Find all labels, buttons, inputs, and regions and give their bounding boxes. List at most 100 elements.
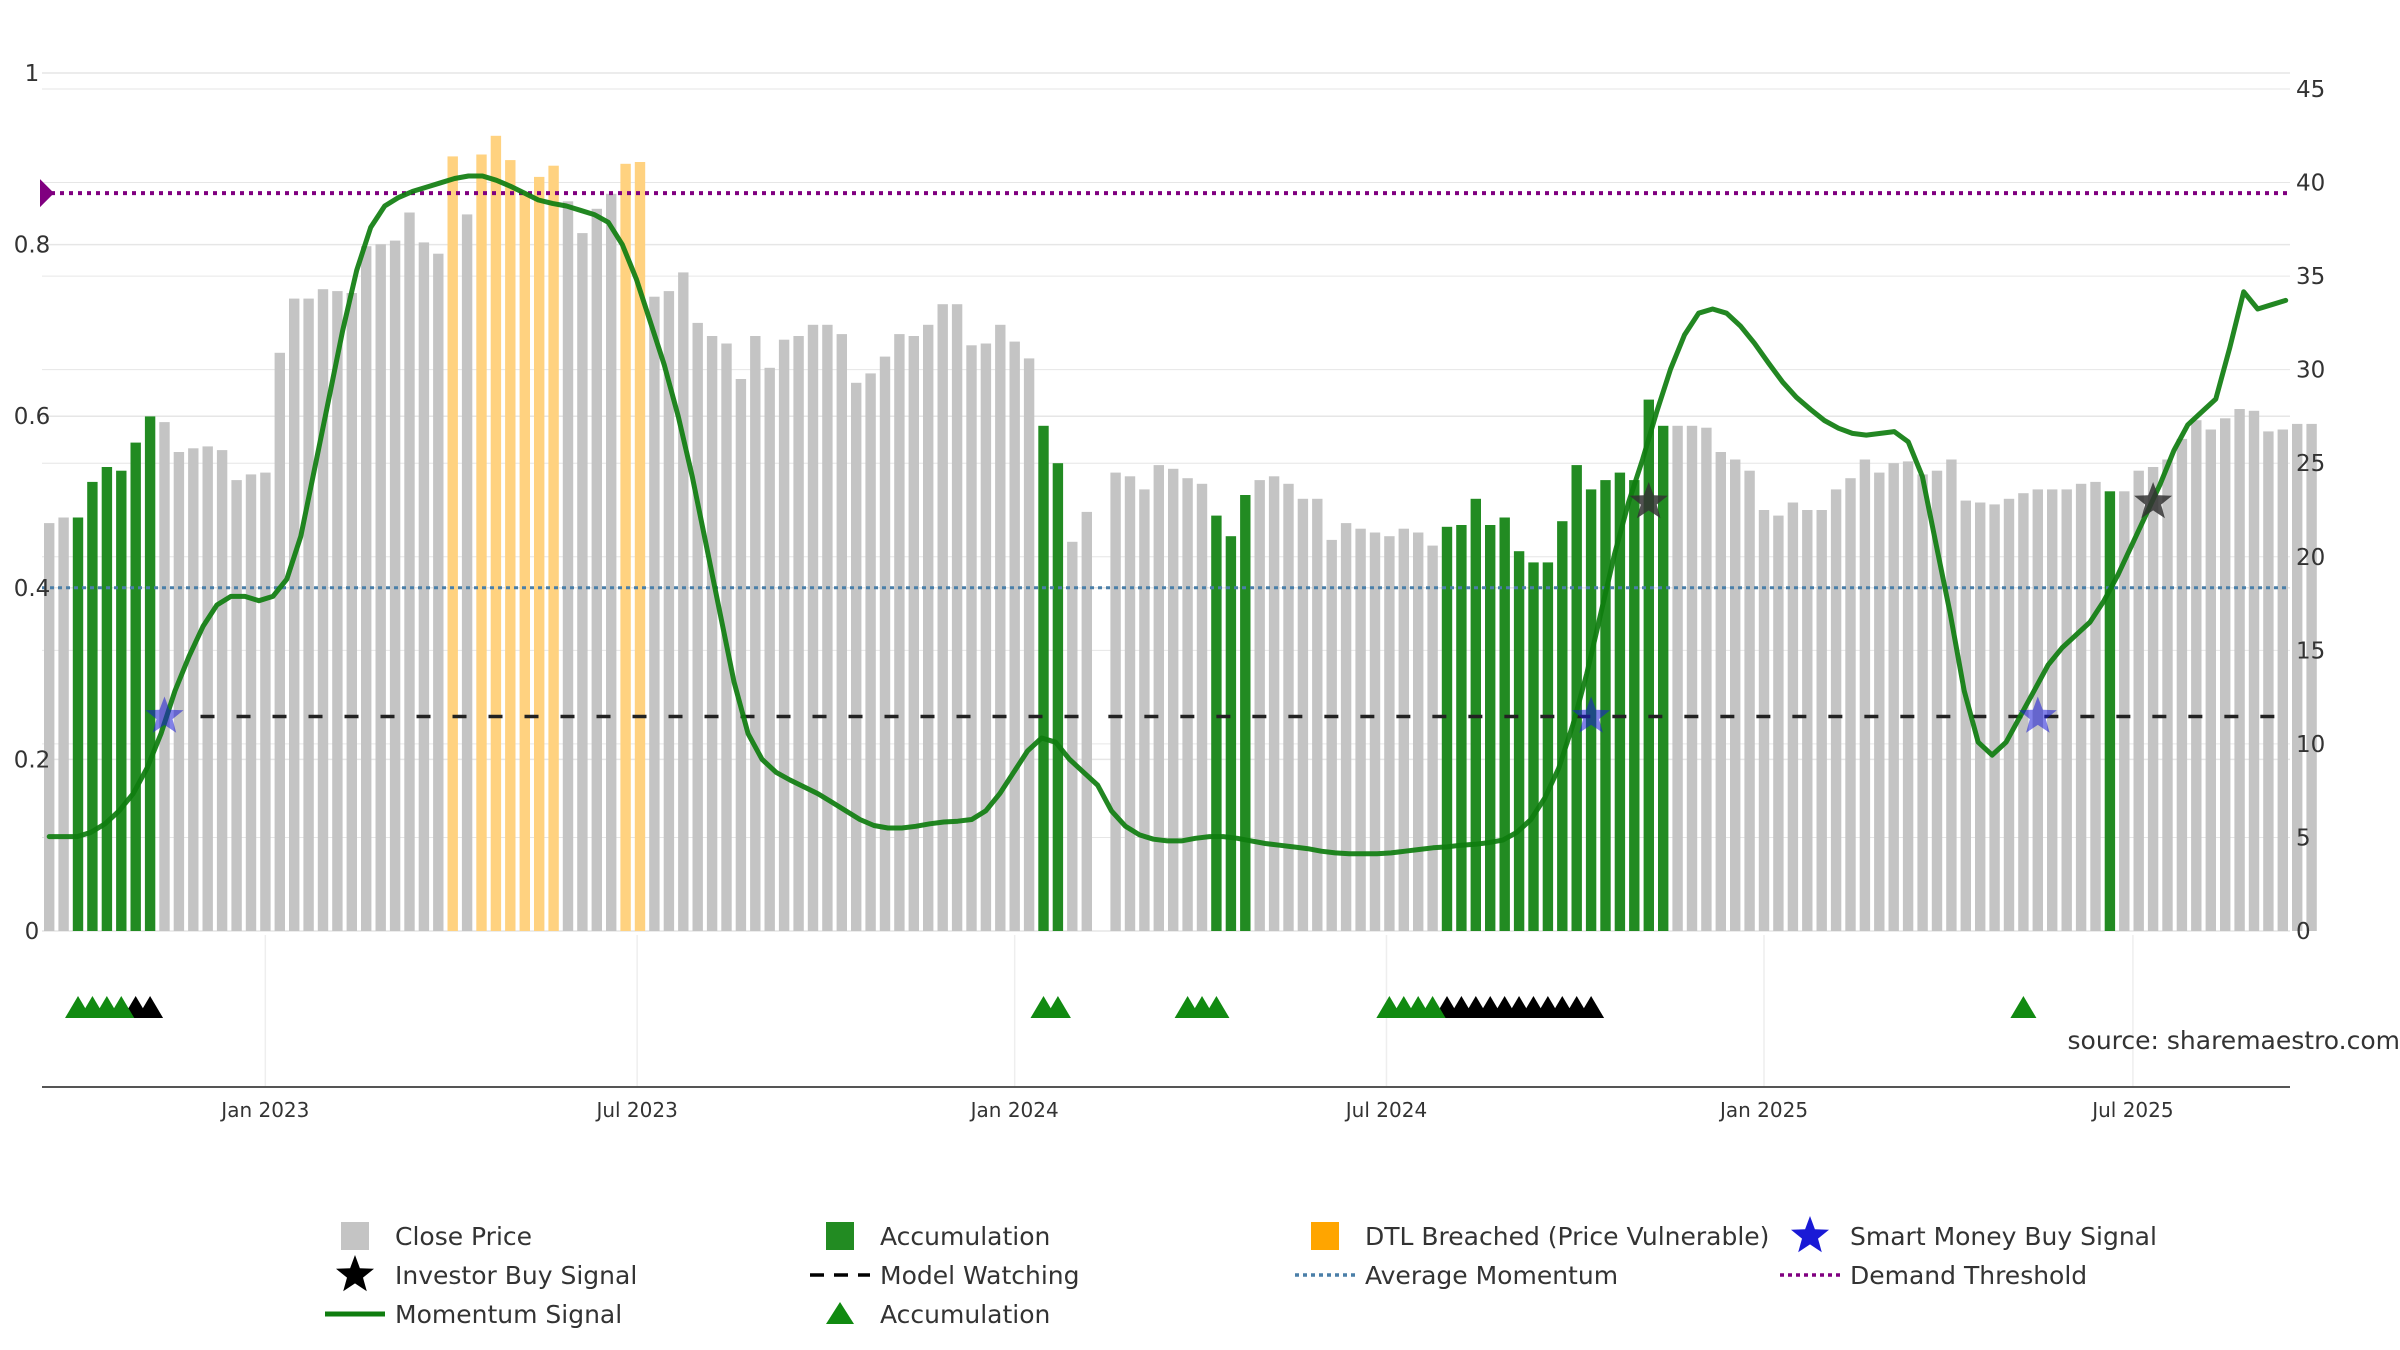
accumulation-triangle-green [2010,996,2037,1018]
legend-item-dtl-breached: DTL Breached (Price Vulnerable) [1311,1222,1769,1251]
bar-gray [822,324,833,931]
bar-gray [2220,418,2231,931]
bar-gray [937,304,948,931]
grid-lines [42,72,2290,1087]
right-y-tick-label: 15 [2296,638,2325,664]
demand-threshold-marker [40,179,54,208]
legend-item-accumulation-bar: Accumulation [826,1222,1050,1251]
accumulation-marker-strip [65,996,2037,1018]
bar-gray [1946,459,1957,931]
bar-gray [2292,423,2303,931]
bar-gray [2162,459,2173,931]
source-label: source: sharemaestro.com [2068,1026,2400,1055]
bar-gray [591,208,602,932]
accumulation-triangle-black [1578,996,1605,1018]
bar-gray [1110,472,1121,931]
x-tick-label: Jan 2023 [219,1098,309,1122]
bar-gray [1686,425,1698,931]
bar-green [1557,521,1568,931]
bar-gray [1672,425,1683,931]
bar-gray [793,336,804,931]
bar-gray [433,253,444,931]
left-y-tick-label: 0 [25,919,40,945]
legend-label: Momentum Signal [395,1300,622,1329]
legend-swatch-green [826,1222,854,1250]
bar-gray [1283,483,1294,931]
bar-gray [1830,489,1842,931]
momentum-signal-line [46,173,2289,857]
bar-gray [678,272,689,931]
bar-green [101,467,113,931]
bar-gray [1730,459,1741,931]
legend-label: Average Momentum [1365,1261,1618,1290]
bar-gray [1326,539,1337,931]
legend-item-average-momentum: Average Momentum [1295,1261,1618,1290]
left-y-tick-label: 1 [25,61,40,87]
reference-lines [40,179,2290,719]
smart-money-buy-star [145,696,184,733]
momentum-signal-path [46,173,2289,857]
bar-gray [606,193,617,932]
bar-orange [447,156,458,931]
bar-gray [1701,427,1712,931]
bar-gray [1369,532,1381,931]
bar-gray [851,382,862,931]
bar-gray [894,334,905,932]
right-y-tick-label: 40 [2296,171,2325,197]
bar-green [2104,491,2116,931]
bar-gray [1168,468,1179,931]
legend-swatch-gray [341,1222,369,1250]
legend-label: Accumulation [880,1300,1050,1329]
bar-gray [1427,545,1438,931]
bar-gray [923,324,934,931]
bar-gray [735,379,747,931]
bar-gray [2147,467,2159,931]
bar-gray [1081,511,1092,931]
bar-gray [332,291,343,932]
bar-gray [1931,470,1943,931]
legend-star-black [336,1255,374,1292]
legend-item-accumulation-marker: Accumulation [826,1300,1050,1329]
bar-gray [663,291,675,932]
bar-gray [908,336,919,931]
bar-gray [807,324,819,931]
bar-gray [44,523,55,931]
bar-gray [58,517,69,931]
bar-orange [519,191,530,931]
investor-buy-star [2134,482,2173,519]
bar-green [1571,465,1582,931]
bar-gray [346,293,357,931]
bar-gray [2248,410,2260,931]
legend-item-close-price: Close Price [341,1222,532,1251]
legend-label: Close Price [395,1222,532,1251]
legend-label: Investor Buy Signal [395,1261,637,1290]
bar-green [87,481,98,931]
legend-label: Demand Threshold [1850,1261,2087,1290]
bar-gray [1874,472,1885,931]
bar-gray [1802,510,1813,931]
bar-gray [1859,459,1871,931]
legend-item-demand-threshold: Demand Threshold [1780,1261,2087,1290]
bar-gray [1715,452,1726,931]
bar-gray [836,334,847,932]
bar-gray [1182,478,1193,931]
legend-label: Smart Money Buy Signal [1850,1222,2157,1251]
legend-swatch-orange [1311,1222,1339,1250]
bar-orange [548,165,559,931]
bar-gray [1009,341,1020,932]
signal-markers [145,482,2173,733]
bar-orange [490,135,502,932]
axes: Jan 2023 Jul 2023 Jan 2024 Jul 2024 Jan 2025… [14,61,2326,1122]
bar-orange [634,162,646,931]
bar-gray [289,298,300,932]
bar-green [72,517,84,931]
bar-gray [404,212,415,931]
bar-gray [173,452,185,931]
bar-gray [1744,470,1755,931]
bar-green [130,442,141,931]
bar-gray [2075,483,2087,931]
bar-gray [2061,489,2072,931]
bar-gray [216,450,228,931]
accumulation-triangle-green [108,996,135,1018]
